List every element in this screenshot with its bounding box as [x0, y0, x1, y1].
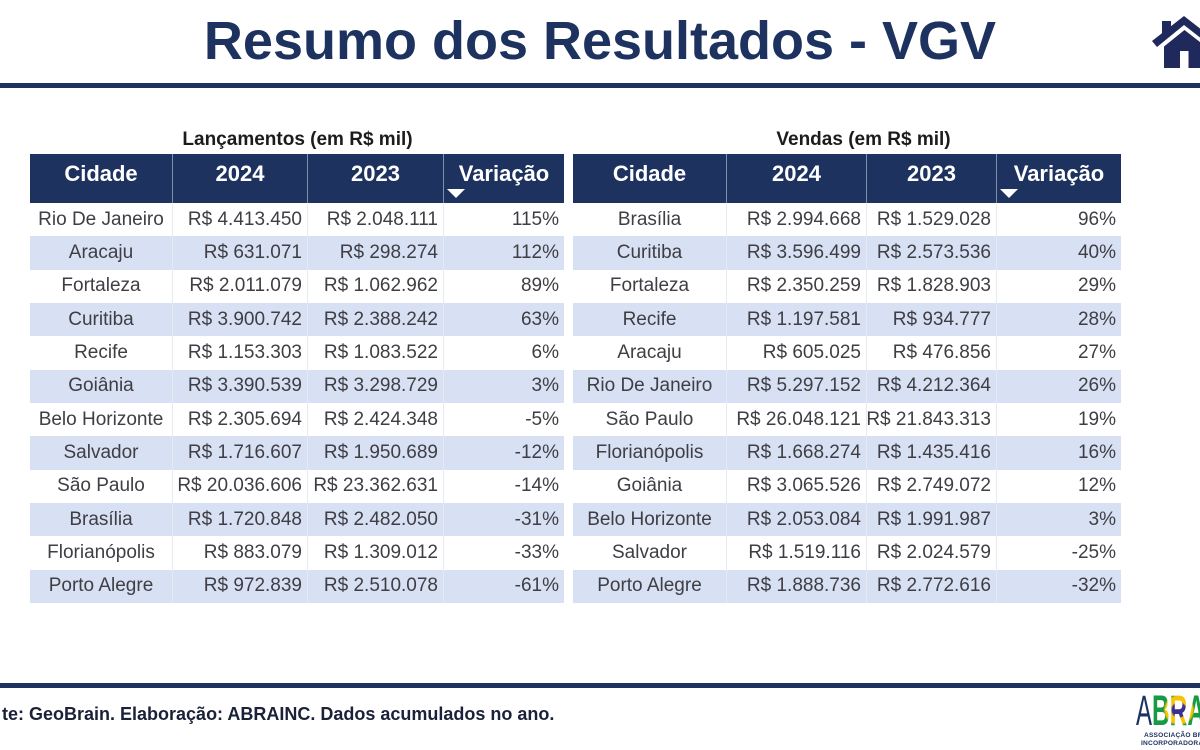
svg-text:A: A — [1136, 690, 1152, 735]
svg-text:INCORPORADORAS: INCORPORADORAS — [1141, 740, 1200, 747]
svg-text:BRA: BRA — [1152, 690, 1200, 735]
svg-text:ASSOCIAÇÃO BRA: ASSOCIAÇÃO BRA — [1144, 730, 1200, 739]
